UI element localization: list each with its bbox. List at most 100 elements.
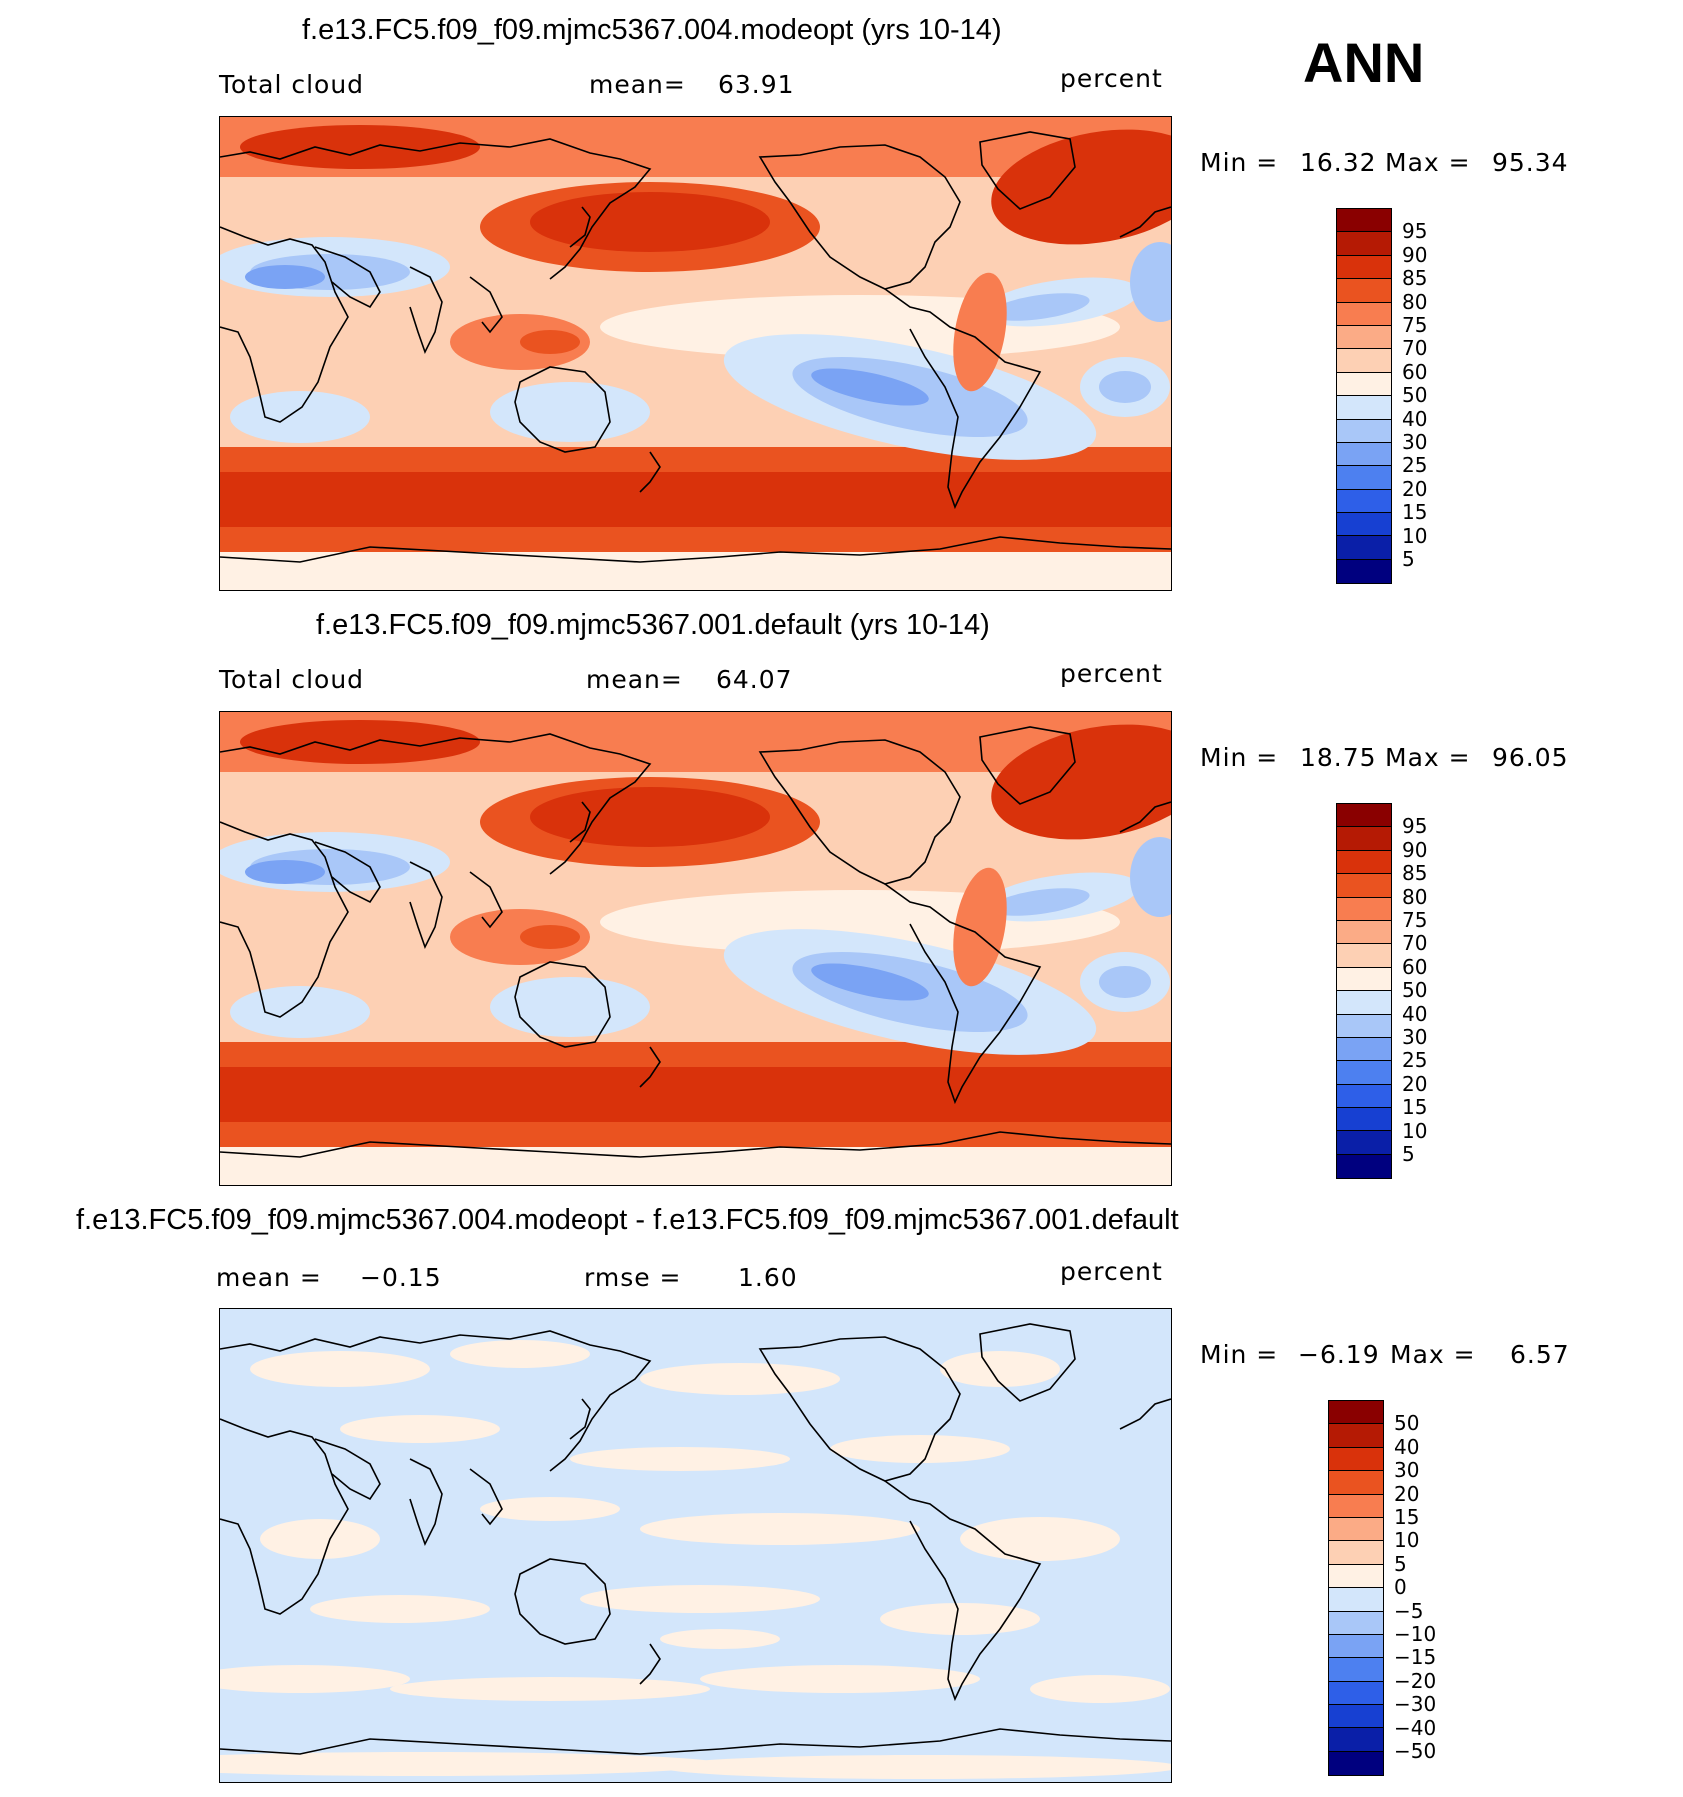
contour-region xyxy=(245,860,325,884)
coastline xyxy=(220,821,349,1018)
colorbar-swatch xyxy=(1337,255,1391,280)
colorbar-tick-label: 25 xyxy=(1402,453,1428,478)
colorbar-swatch xyxy=(1329,1401,1383,1425)
colorbar-tick-label: 50 xyxy=(1402,383,1428,408)
colorbar-swatch xyxy=(1337,489,1391,514)
colorbar-tick-label: 20 xyxy=(1402,476,1428,501)
panel3-max-value: 6.57 xyxy=(1510,1340,1570,1369)
colorbar-swatch xyxy=(1329,1681,1383,1706)
panel2-map xyxy=(219,711,1172,1186)
coastline xyxy=(220,1131,1171,1158)
colorbar-swatch xyxy=(1329,1494,1383,1518)
contour-region xyxy=(640,1363,840,1395)
colorbar-swatch xyxy=(1337,874,1391,898)
coastline xyxy=(979,726,1076,805)
colorbar-tick-label: −50 xyxy=(1394,1739,1437,1763)
contour-region xyxy=(220,552,1171,590)
coastlines xyxy=(220,1323,1171,1755)
contour-region xyxy=(991,129,1171,245)
colorbar-swatch xyxy=(1329,1564,1383,1589)
colorbar-swatch xyxy=(1337,279,1391,303)
coastline xyxy=(220,138,652,280)
colorbar-swatch xyxy=(1329,1447,1383,1472)
panel1-max-value: 95.34 xyxy=(1492,148,1569,177)
contour-region xyxy=(830,1435,1010,1463)
contour-region xyxy=(240,125,480,169)
colorbar-swatch xyxy=(1337,302,1391,326)
contour-region xyxy=(390,1677,710,1701)
panel1-max-label: Max = xyxy=(1385,148,1471,177)
colorbar-swatch xyxy=(1337,1131,1391,1155)
coastline xyxy=(220,226,349,423)
colorbar-swatch xyxy=(1329,1728,1383,1752)
contour-region xyxy=(340,1415,500,1443)
colorbar-swatch xyxy=(1337,209,1391,233)
coastline xyxy=(639,1046,661,1088)
colorbar-tick-label: 40 xyxy=(1394,1434,1420,1459)
panel1-title: f.e13.FC5.f09_f09.mjmc5367.004.modeopt (… xyxy=(302,14,1002,46)
panel2-mean-value: 64.07 xyxy=(716,665,793,694)
coastline xyxy=(1119,206,1171,238)
colorbar-tick-label: 20 xyxy=(1394,1481,1420,1506)
contour-region xyxy=(310,1595,490,1623)
contour-region xyxy=(490,382,650,442)
contour-region xyxy=(260,1519,380,1559)
colorbar-tick-label: −40 xyxy=(1394,1715,1437,1740)
coastline xyxy=(514,366,611,453)
colorbar-swatch xyxy=(1337,967,1391,992)
colorbar-tick-label: 15 xyxy=(1402,1095,1428,1120)
colorbar-tick-label: 5 xyxy=(1394,1551,1407,1576)
contour-region xyxy=(450,1340,590,1368)
colorbar-swatch xyxy=(1337,442,1391,467)
contour-region xyxy=(580,1585,820,1613)
coastlines xyxy=(220,726,1171,1158)
contour-region xyxy=(220,472,1171,527)
colorbar-swatch xyxy=(1337,372,1391,397)
contour-region xyxy=(660,1629,780,1649)
colorbar-tick-label: 85 xyxy=(1402,861,1428,886)
contour-region xyxy=(230,391,370,443)
coastline xyxy=(758,739,961,885)
coastline xyxy=(220,1728,1171,1755)
contour-region xyxy=(530,192,770,252)
coastline xyxy=(220,733,652,875)
contour-region xyxy=(530,787,770,847)
colorbar-swatch xyxy=(1337,897,1391,921)
colorbar-tick-label: 85 xyxy=(1402,266,1428,291)
panel2-max-label: Max = xyxy=(1385,743,1471,772)
colorbar-tick-label: 80 xyxy=(1402,884,1428,909)
colorbar-tick-label: −15 xyxy=(1394,1645,1437,1670)
coastline xyxy=(639,451,661,493)
contour-region xyxy=(220,1752,720,1776)
colorbar-tick-label: 30 xyxy=(1402,430,1428,454)
coastline xyxy=(884,288,1042,510)
contour-region xyxy=(880,1603,1040,1635)
contour-region xyxy=(220,1067,1171,1122)
colorbar-tick-label: 90 xyxy=(1402,837,1428,862)
contour-region xyxy=(230,986,370,1038)
coastline xyxy=(220,1330,652,1472)
panel1-min-value: 16.32 xyxy=(1300,148,1377,177)
coastline xyxy=(979,1323,1076,1402)
coastline xyxy=(314,1438,381,1501)
contour-region xyxy=(660,1755,1171,1779)
coastlines xyxy=(220,131,1171,563)
contour-region xyxy=(953,867,1007,987)
panel2-field-label: Total cloud xyxy=(219,665,365,694)
contour-region xyxy=(640,1513,920,1545)
panel1-mean-label: mean= xyxy=(589,70,686,99)
colorbar-swatch xyxy=(1337,1061,1391,1085)
colorbar-swatch xyxy=(1329,1634,1383,1659)
panel2-title: f.e13.FC5.f09_f09.mjmc5367.001.default (… xyxy=(316,609,990,641)
colorbar-swatch xyxy=(1329,1424,1383,1448)
panel1-units: percent xyxy=(1060,64,1163,93)
panel3-title: f.e13.FC5.f09_f09.mjmc5367.004.modeopt -… xyxy=(76,1204,1179,1236)
contour-region xyxy=(811,368,929,406)
coastline xyxy=(314,841,381,904)
colorbar-tick-label: 0 xyxy=(1394,1575,1407,1600)
contour-region xyxy=(991,724,1171,840)
season-label: ANN xyxy=(1303,31,1425,94)
coastline xyxy=(514,961,611,1048)
colorbar-tick-label: −30 xyxy=(1394,1692,1437,1717)
panel2-mean-label: mean= xyxy=(586,665,683,694)
